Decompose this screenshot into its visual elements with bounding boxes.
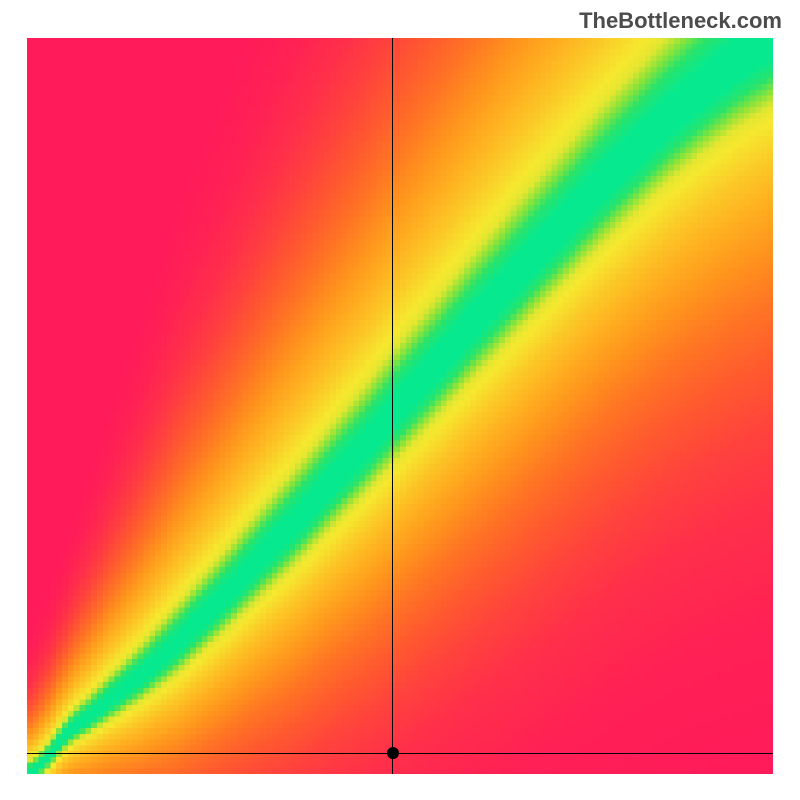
crosshair-vertical <box>392 38 393 774</box>
attribution-text: TheBottleneck.com <box>579 8 782 34</box>
plot-border <box>25 36 775 776</box>
chart-container: { "attribution": { "text": "TheBottlenec… <box>0 0 800 800</box>
heatmap-canvas <box>27 38 773 774</box>
crosshair-horizontal <box>27 753 773 754</box>
crosshair-marker <box>387 747 399 759</box>
